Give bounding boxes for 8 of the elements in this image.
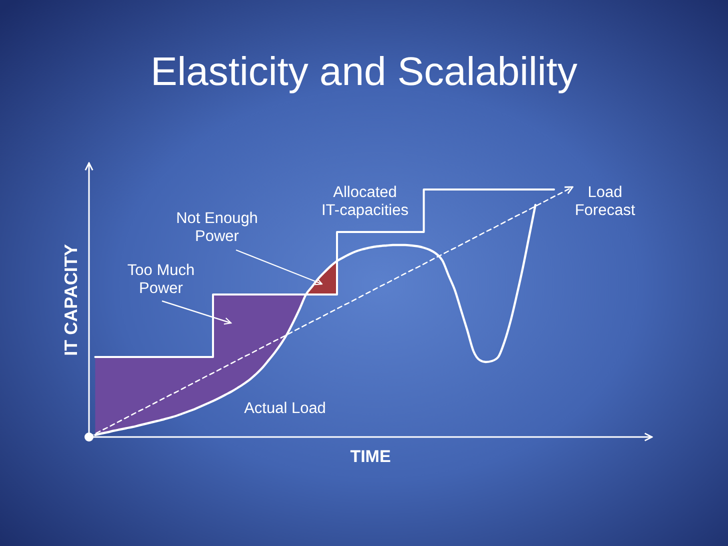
series-label: Allocated IT-capacities xyxy=(321,184,409,219)
chart-title: Elasticity and Scalability xyxy=(150,50,578,94)
series-label: Too Much Power xyxy=(127,262,195,297)
x-axis-title: TIME xyxy=(350,447,391,466)
y-axis-title: IT CAPACITY xyxy=(61,244,81,356)
text: Not Enough Power xyxy=(176,210,258,245)
series-label: Load Forecast xyxy=(574,184,636,219)
series-label: Actual Load xyxy=(244,400,326,417)
